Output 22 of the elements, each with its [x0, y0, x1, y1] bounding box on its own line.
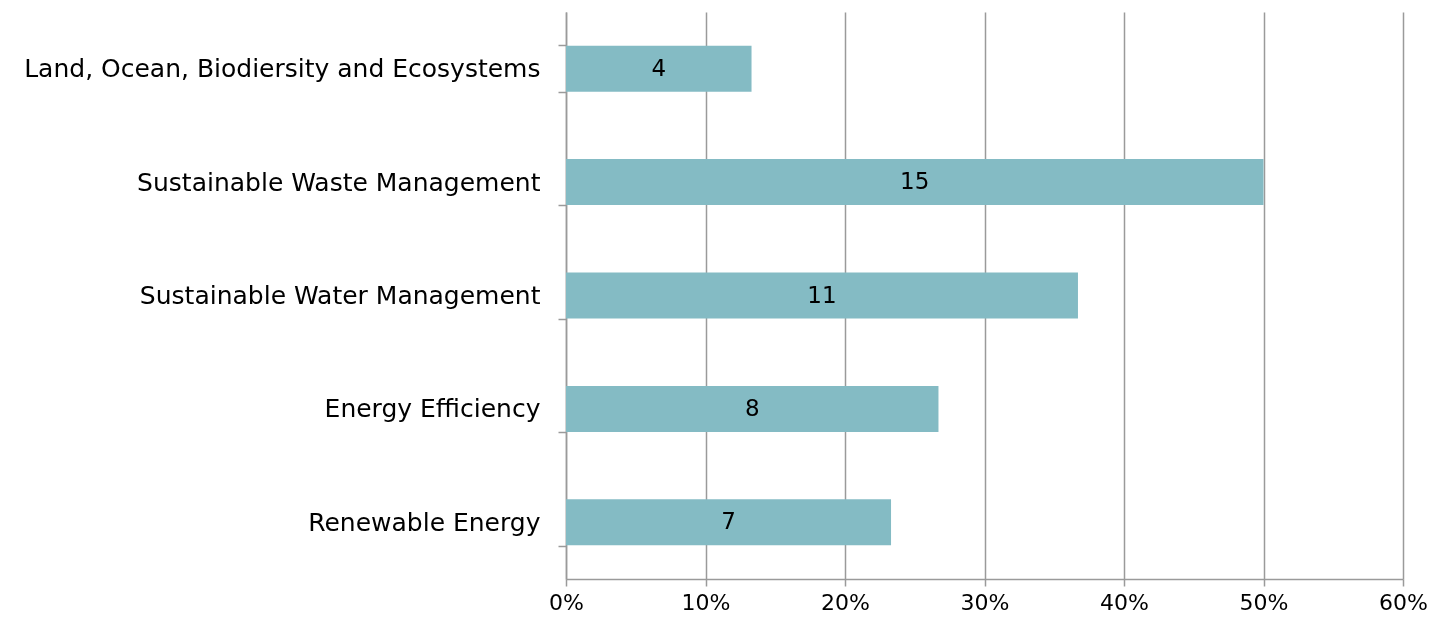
y-tick-label: Sustainable Waste Management	[137, 167, 541, 197]
annotation: 11	[807, 281, 837, 308]
annotation: 15	[900, 168, 930, 195]
y-tick-label: Land, Ocean, Biodiersity and Ecosystems	[24, 54, 541, 84]
y-tick-label: Sustainable Water Management	[139, 281, 541, 310]
annotation: 8	[744, 394, 760, 421]
x-tick-label: 50%	[1239, 589, 1289, 615]
annotation: 7	[721, 508, 736, 535]
bar	[566, 272, 1078, 319]
annotation: 4	[651, 54, 667, 81]
x-tick-label: 40%	[1100, 589, 1149, 615]
x-tick-label: 20%	[821, 589, 870, 615]
x-tick-label: 60%	[1379, 589, 1428, 615]
bar	[566, 385, 939, 432]
bar	[566, 159, 1264, 206]
bar	[566, 499, 892, 546]
bar	[566, 45, 752, 92]
y-tick-label: Renewable Energy	[308, 507, 541, 537]
x-tick-label: 10%	[681, 589, 731, 615]
x-tick-label: 30%	[960, 589, 1010, 615]
y-tick-label: Energy Efficiency	[324, 394, 541, 424]
x-tick-label: 0%	[549, 589, 584, 615]
